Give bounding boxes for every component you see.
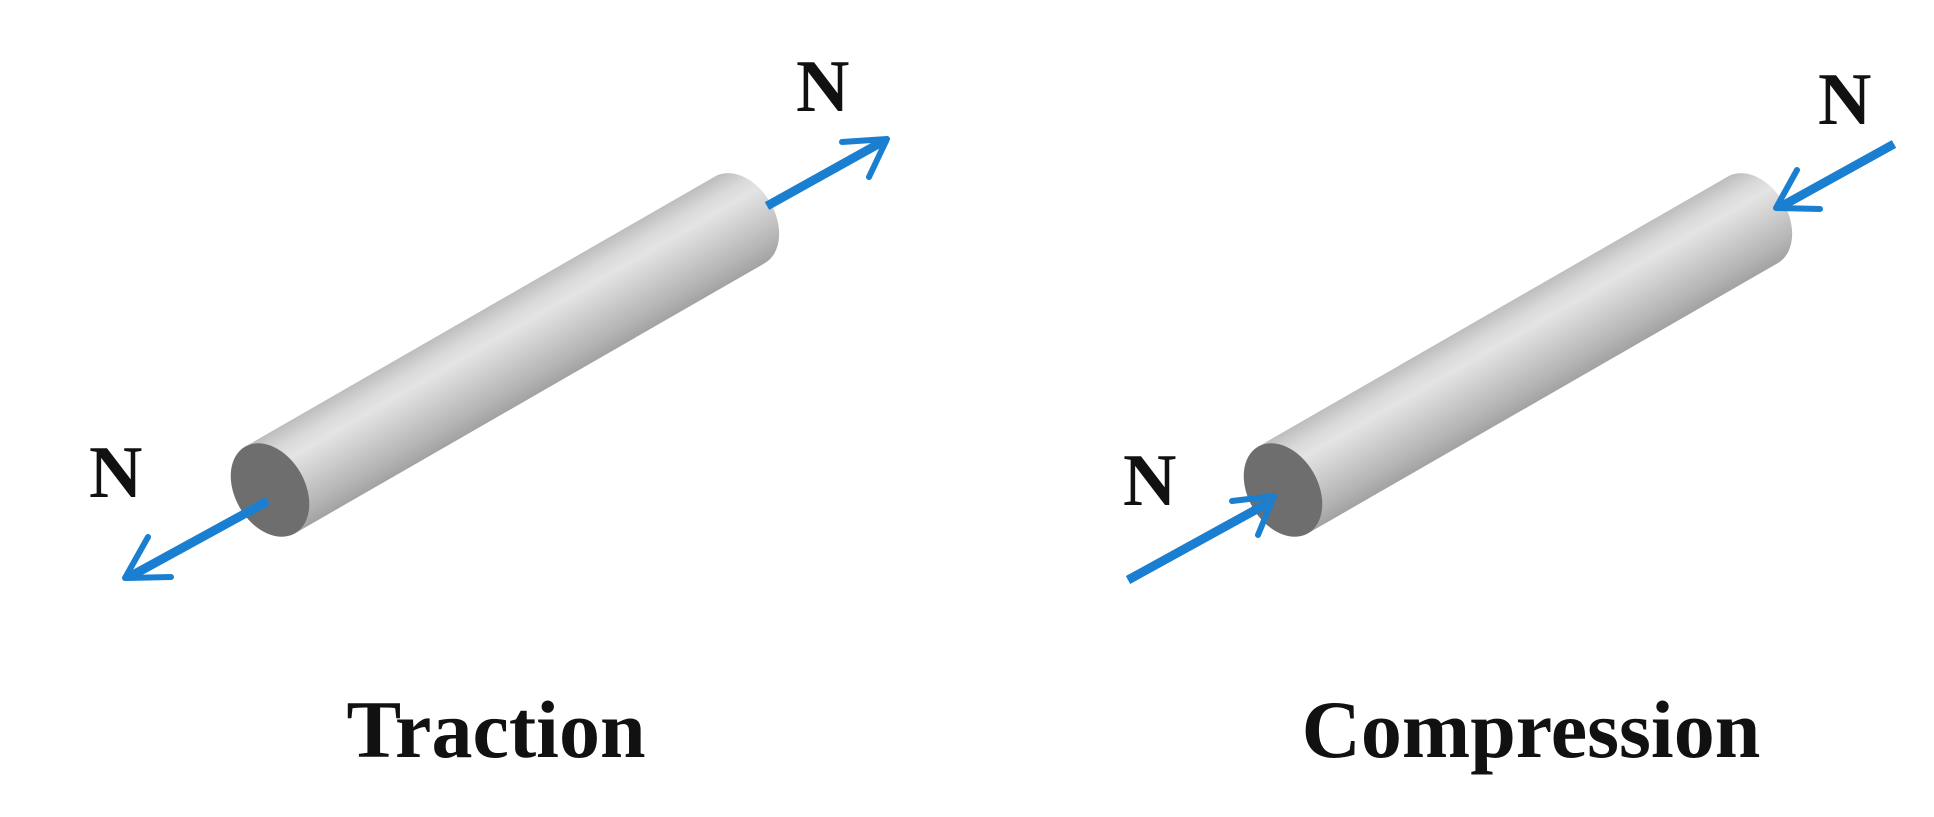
compression-arrow-right-head <box>1773 167 1823 212</box>
compression-panel: N N Compression <box>1123 59 1897 775</box>
compression-bar-end-face <box>1243 443 1323 537</box>
traction-arrow-right-head <box>839 136 890 180</box>
traction-force-label-right: N <box>796 46 849 128</box>
traction-arrow-left-head <box>122 534 174 581</box>
compression-bar <box>1243 173 1793 537</box>
traction-arrow-left-shaft <box>128 497 271 580</box>
compression-force-arrow-left <box>1125 493 1277 584</box>
compression-arrow-left-shaft <box>1125 499 1271 584</box>
compression-force-arrow-right <box>1773 140 1897 212</box>
traction-bar-body <box>245 173 780 534</box>
traction-force-arrow-left <box>122 497 271 581</box>
traction-force-label-left: N <box>89 432 142 514</box>
traction-panel: N N Traction <box>89 46 890 775</box>
traction-caption: Traction <box>346 684 645 775</box>
traction-force-arrow-right <box>764 136 890 210</box>
compression-force-label-right: N <box>1818 59 1871 141</box>
compression-force-label-left: N <box>1123 440 1176 522</box>
compression-bar-body <box>1258 173 1793 534</box>
traction-bar <box>230 173 780 537</box>
compression-caption: Compression <box>1302 684 1761 775</box>
compression-arrow-right-shaft <box>1779 140 1897 210</box>
compression-arrow-left-head <box>1229 493 1277 538</box>
traction-arrow-right-shaft <box>764 138 885 210</box>
